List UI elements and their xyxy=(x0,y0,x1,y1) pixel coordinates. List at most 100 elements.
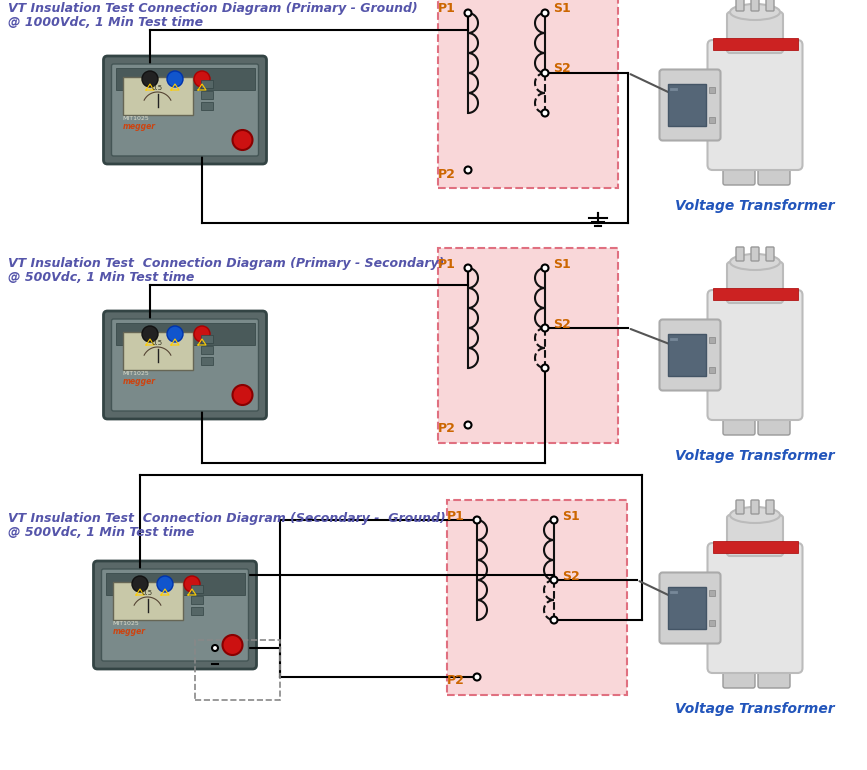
FancyBboxPatch shape xyxy=(727,262,783,303)
FancyBboxPatch shape xyxy=(103,311,266,419)
Bar xyxy=(113,582,182,620)
FancyBboxPatch shape xyxy=(707,543,803,673)
FancyBboxPatch shape xyxy=(94,561,257,669)
Text: 0.5: 0.5 xyxy=(152,85,163,91)
Circle shape xyxy=(542,265,549,272)
Text: megger: megger xyxy=(122,377,155,386)
Text: S1: S1 xyxy=(553,257,570,270)
FancyBboxPatch shape xyxy=(758,167,790,185)
FancyBboxPatch shape xyxy=(723,167,755,185)
FancyBboxPatch shape xyxy=(723,670,755,688)
FancyBboxPatch shape xyxy=(736,500,744,514)
FancyBboxPatch shape xyxy=(723,417,755,435)
Text: P2: P2 xyxy=(438,168,456,180)
Text: 0.5: 0.5 xyxy=(142,590,153,596)
Bar xyxy=(708,620,714,626)
Text: Voltage Transformer: Voltage Transformer xyxy=(675,199,835,213)
Text: VT Insulation Test  Connection Diagram (Primary - Secondary): VT Insulation Test Connection Diagram (P… xyxy=(8,257,445,270)
Circle shape xyxy=(184,576,200,592)
Circle shape xyxy=(542,9,549,16)
Text: Voltage Transformer: Voltage Transformer xyxy=(675,702,835,716)
FancyBboxPatch shape xyxy=(751,0,759,11)
Bar xyxy=(200,335,212,343)
Bar xyxy=(115,323,255,345)
FancyBboxPatch shape xyxy=(103,56,266,164)
FancyBboxPatch shape xyxy=(751,247,759,261)
Text: P2: P2 xyxy=(438,423,456,436)
FancyBboxPatch shape xyxy=(758,417,790,435)
Bar xyxy=(668,84,706,126)
Circle shape xyxy=(465,9,472,16)
Circle shape xyxy=(542,324,549,332)
Circle shape xyxy=(232,385,252,405)
FancyBboxPatch shape xyxy=(766,0,774,11)
Bar xyxy=(708,367,714,373)
Circle shape xyxy=(142,71,158,87)
Text: VT Insulation Test Connection Diagram (Primary - Ground): VT Insulation Test Connection Diagram (P… xyxy=(8,2,418,15)
Circle shape xyxy=(142,326,158,342)
Bar xyxy=(115,68,255,90)
Bar xyxy=(447,500,627,695)
Circle shape xyxy=(223,635,243,655)
Ellipse shape xyxy=(730,254,780,270)
Text: megger: megger xyxy=(122,122,155,131)
Bar xyxy=(191,585,203,593)
Text: @ 500Vdc, 1 Min Test time: @ 500Vdc, 1 Min Test time xyxy=(8,526,194,539)
Ellipse shape xyxy=(730,507,780,523)
Bar xyxy=(122,77,192,115)
Circle shape xyxy=(167,71,183,87)
Circle shape xyxy=(551,577,557,584)
Text: P1: P1 xyxy=(438,2,456,15)
Circle shape xyxy=(232,130,252,150)
FancyBboxPatch shape xyxy=(707,290,803,420)
Circle shape xyxy=(465,421,472,428)
Bar xyxy=(200,91,212,99)
FancyBboxPatch shape xyxy=(727,515,783,556)
Text: P1: P1 xyxy=(438,257,456,270)
FancyBboxPatch shape xyxy=(112,64,258,156)
Circle shape xyxy=(465,166,472,173)
Circle shape xyxy=(542,364,549,371)
Circle shape xyxy=(157,576,173,592)
Text: P1: P1 xyxy=(447,510,465,523)
Bar xyxy=(195,640,280,700)
Circle shape xyxy=(551,617,557,624)
Circle shape xyxy=(132,576,148,592)
Bar xyxy=(668,587,706,629)
Circle shape xyxy=(551,517,557,524)
Circle shape xyxy=(473,517,480,524)
Text: S1: S1 xyxy=(553,2,570,15)
Bar xyxy=(200,102,212,110)
FancyBboxPatch shape xyxy=(112,319,258,411)
FancyBboxPatch shape xyxy=(660,69,720,140)
Text: S2: S2 xyxy=(562,570,580,582)
Text: @ 500Vdc, 1 Min Test time: @ 500Vdc, 1 Min Test time xyxy=(8,271,194,284)
Text: 0.5: 0.5 xyxy=(152,340,163,346)
Circle shape xyxy=(473,674,480,681)
Text: P2: P2 xyxy=(447,675,465,688)
Bar xyxy=(200,357,212,365)
FancyBboxPatch shape xyxy=(766,500,774,514)
Bar xyxy=(713,38,798,50)
Circle shape xyxy=(542,69,549,76)
Text: S2: S2 xyxy=(553,317,570,330)
Circle shape xyxy=(542,109,549,116)
Text: MIT1025: MIT1025 xyxy=(122,371,149,376)
Bar xyxy=(438,0,618,188)
Bar xyxy=(200,346,212,354)
Bar xyxy=(713,288,798,300)
FancyBboxPatch shape xyxy=(736,247,744,261)
Text: MIT1025: MIT1025 xyxy=(122,116,149,121)
FancyBboxPatch shape xyxy=(751,500,759,514)
Bar xyxy=(122,332,192,370)
Text: VT Insulation Test  Connection Diagram (Secondary -  Ground): VT Insulation Test Connection Diagram (S… xyxy=(8,512,446,525)
Text: megger: megger xyxy=(113,627,146,636)
FancyBboxPatch shape xyxy=(660,573,720,644)
Text: MIT1025: MIT1025 xyxy=(113,621,140,626)
Bar xyxy=(708,117,714,123)
FancyBboxPatch shape xyxy=(707,40,803,170)
Circle shape xyxy=(465,265,472,272)
Bar xyxy=(708,337,714,343)
Bar xyxy=(191,596,203,604)
Circle shape xyxy=(194,326,210,342)
